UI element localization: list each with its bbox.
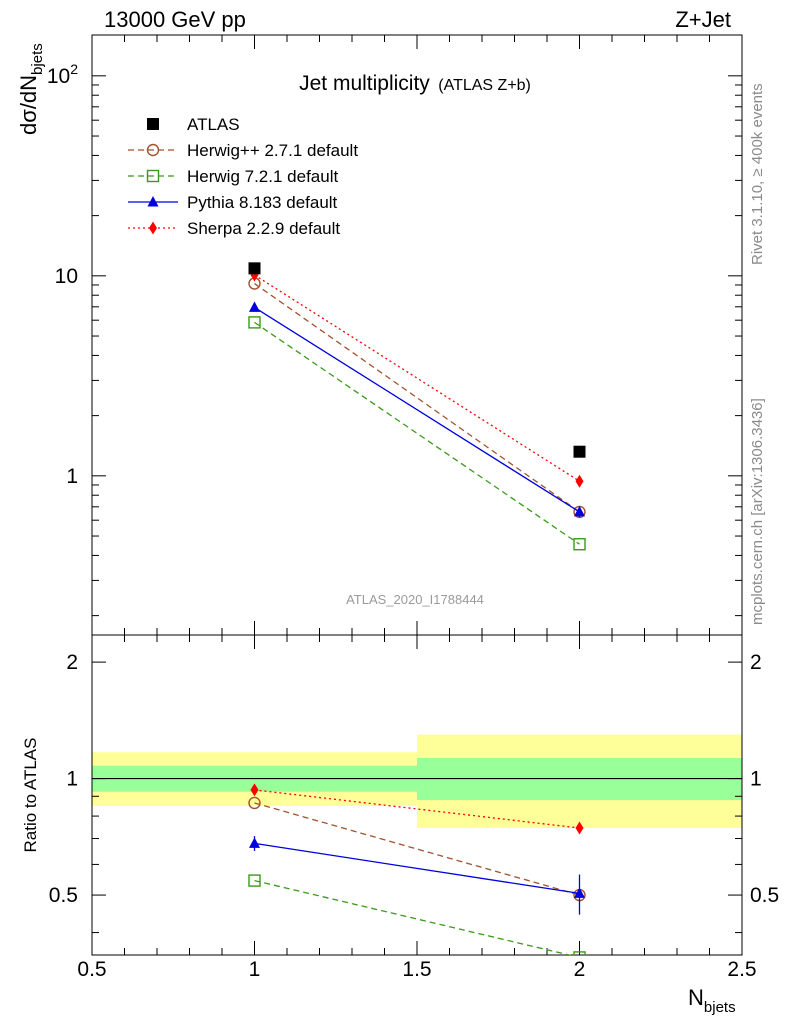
series-3-main-line (254, 306, 580, 513)
atlas-data-point (248, 262, 261, 275)
y-axis-label-main-text: dσ/dN (16, 75, 41, 135)
legend-marker (146, 143, 160, 157)
series-3-main-point (249, 301, 260, 312)
atlas-data-point (573, 445, 586, 458)
header-left: 13000 GeV pp (104, 7, 246, 32)
series-4-ratio-group (250, 783, 584, 835)
series-3-ratio-point (249, 837, 260, 848)
legend-entry-4: Pythia 8.183 default (128, 193, 338, 212)
legend-label: Herwig 7.2.1 default (187, 167, 338, 186)
chart-title-line: Jet multiplicity (ATLAS Z+b) (299, 72, 531, 95)
series-2-main-point (573, 538, 586, 551)
y-axis-label-main-sub: bjets (29, 43, 46, 75)
legend-marker (146, 169, 160, 183)
series-3-main-point (574, 505, 585, 517)
legend-label: ATLAS (187, 115, 240, 134)
x-tick-label: 1 (249, 958, 261, 981)
series-3-ratio-line (254, 842, 580, 895)
series-2-ratio-point (573, 951, 586, 955)
x-axis-label-sub: bjets (704, 999, 736, 1016)
y-tick-label-ratio-left: 0.5 (49, 884, 78, 907)
legend-label: Pythia 8.183 default (187, 193, 338, 212)
series-2-ratio-line (254, 879, 573, 955)
series-1-ratio-line (254, 802, 580, 896)
header-right: Z+Jet (675, 7, 731, 32)
y-tick-label-ratio-right: 1 (750, 768, 762, 791)
series-4-ratio-point (575, 821, 584, 835)
series-2-main-line (254, 321, 580, 545)
series-3-ratio-group (249, 836, 585, 915)
series-4-main-line (254, 274, 580, 482)
series-3-ratio-point (574, 887, 585, 898)
mcplots-source-text: mcplots.cern.ch [arXiv:1306.3436] (749, 398, 766, 625)
series-2-main-point (248, 316, 261, 329)
series-2-ratio-point (248, 874, 261, 887)
x-axis-label-text: N (688, 985, 704, 1010)
series-1-main-line (254, 283, 580, 513)
series-1-ratio-point (248, 796, 261, 810)
legend-entry-3: Herwig 7.2.1 default (128, 167, 338, 186)
y-tick-label-main: 102 (47, 61, 78, 88)
series-4-ratio-point (250, 783, 259, 797)
legend-marker (147, 196, 159, 207)
legend-label: Sherpa 2.2.9 default (187, 219, 340, 238)
chart-subtitle: (ATLAS Z+b) (438, 77, 531, 94)
x-axis-label: Nbjets (688, 985, 736, 1016)
legend-marker (149, 221, 157, 235)
y-tick-label-ratio-right: 2 (750, 651, 762, 674)
y-axis-label-main: dσ/dNbjets (16, 43, 46, 135)
y-tick-label-ratio-left: 1 (66, 768, 78, 791)
axis-tick-labels: 0.5 1 1.5 2 2.5 1 10 102 0.5 0.5 1 1 2 2 (47, 61, 779, 981)
y-tick-label-ratio-right: 0.5 (750, 884, 779, 907)
ratio-uncertainty-bands (92, 734, 742, 829)
x-tick-label: 0.5 (77, 958, 106, 981)
y-tick-label-ratio-left: 2 (66, 651, 78, 674)
legend-entry-5: Sherpa 2.2.9 default (128, 219, 340, 238)
analysis-watermark: ATLAS_2020_I1788444 (346, 592, 484, 607)
series-2-ratio-group (248, 874, 586, 955)
legend: ATLAS Herwig++ 2.7.1 default Herwig 7.2.1 … (128, 115, 358, 238)
chart-title: Jet multiplicity (299, 72, 430, 95)
legend-entry-1: ATLAS (147, 115, 240, 134)
x-tick-label: 2 (574, 958, 586, 981)
x-tick-label: 2.5 (727, 958, 756, 981)
axis-ticks (91, 35, 743, 955)
y-tick-label-main: 10 (55, 265, 78, 288)
y-axis-label-ratio: Ratio to ATLAS (21, 738, 40, 853)
y-tick-label-main: 1 (66, 465, 78, 488)
x-tick-label: 1.5 (402, 958, 431, 981)
legend-marker (147, 118, 159, 130)
rivet-version-text: Rivet 3.1.10, ≥ 400k events (749, 83, 766, 265)
series-group (248, 262, 586, 955)
series-4-main-point (575, 474, 584, 488)
legend-entry-2: Herwig++ 2.7.1 default (128, 141, 358, 160)
legend-label: Herwig++ 2.7.1 default (187, 141, 358, 160)
